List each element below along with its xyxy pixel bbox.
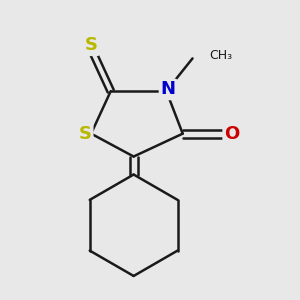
Text: N: N [160,80,175,98]
Text: S: S [79,124,92,142]
Text: S: S [85,36,98,54]
Text: CH₃: CH₃ [209,49,232,62]
Text: O: O [224,124,239,142]
